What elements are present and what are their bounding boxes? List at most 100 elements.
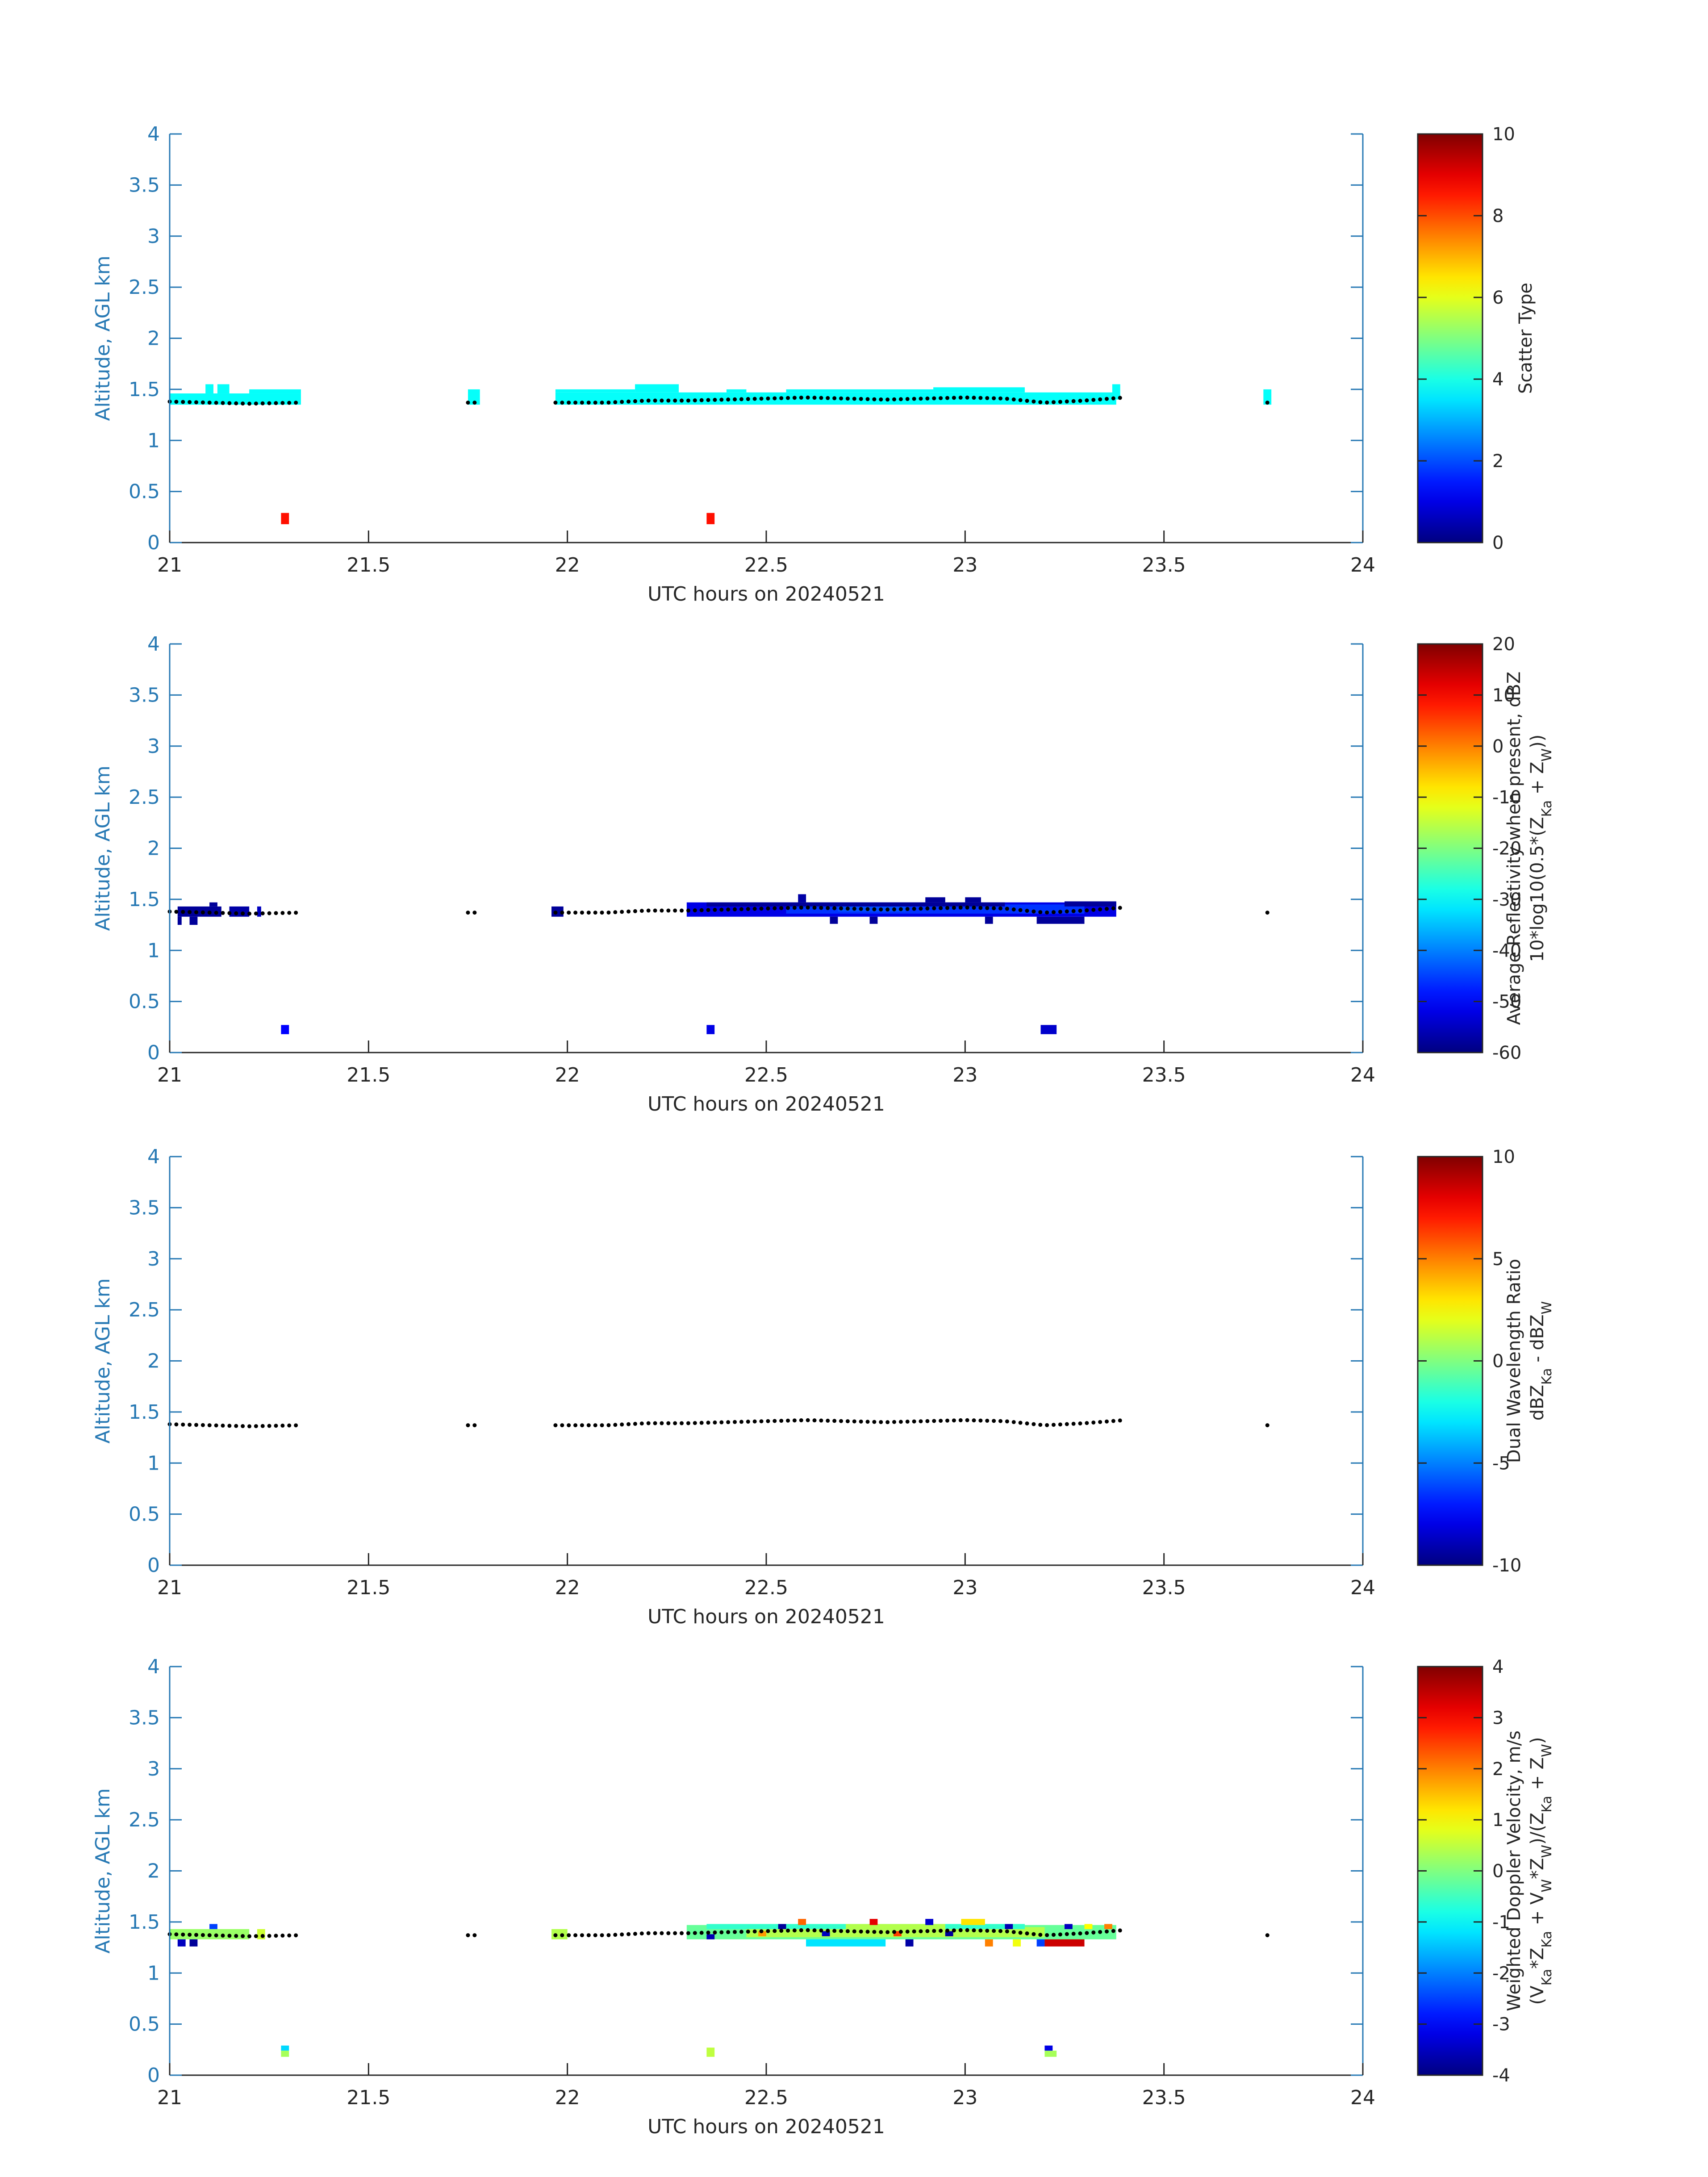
melt-layer-dot	[912, 1419, 916, 1424]
x-axis-label: UTC hours on 20240521	[647, 2115, 885, 2138]
x-tick-label: 24	[1350, 1576, 1375, 1599]
melt-layer-dot	[287, 1423, 292, 1428]
melt-layer-dot	[620, 1932, 624, 1937]
melt-layer-dot	[932, 1419, 936, 1423]
melt-layer-dot	[194, 1423, 198, 1427]
melt-layer-dot	[653, 398, 657, 403]
melt-layer-dot	[819, 1928, 823, 1933]
heatmap-cell	[1065, 901, 1116, 907]
label-part: W	[1539, 1845, 1555, 1858]
x-tick-label: 21.5	[347, 1576, 390, 1599]
melt-layer-dot	[919, 397, 923, 401]
melt-layer-dot	[799, 1418, 803, 1422]
melt-layer-dot	[952, 396, 956, 400]
melt-layer-dot	[879, 907, 883, 911]
melt-layer-dot	[898, 1930, 903, 1934]
x-axis-label: UTC hours on 20240521	[647, 1093, 885, 1116]
melt-layer-dot	[241, 1424, 245, 1429]
melt-layer-dot	[972, 1928, 976, 1933]
y-axis-label: Altitude, AGL km	[92, 1788, 114, 1953]
colorbar-tick-label: 0	[1492, 1861, 1503, 1882]
melt-layer-dot	[1078, 1931, 1082, 1936]
melt-layer-dot	[832, 396, 837, 401]
label-part: W	[1539, 1301, 1555, 1315]
melt-layer-dot	[932, 1929, 936, 1933]
melt-layer-dot	[241, 911, 245, 916]
melt-layer-dot	[726, 397, 731, 402]
colorbar-scale	[1417, 1666, 1483, 2076]
melt-layer-dot	[792, 396, 797, 400]
melt-layer-dot	[1031, 909, 1036, 914]
melt-layer-dot	[1265, 401, 1270, 405]
melt-layer-dot	[1018, 398, 1023, 402]
melt-layer-dot	[1078, 399, 1082, 403]
melt-layer-dot	[919, 1929, 923, 1934]
melt-layer-dot	[859, 1929, 863, 1934]
heatmap-cell	[905, 1939, 914, 1947]
heatmap-cell	[257, 1929, 265, 1939]
x-tick-label: 22	[555, 1576, 580, 1599]
melt-layer-dot	[945, 396, 950, 400]
melt-layer-dot	[1111, 396, 1115, 401]
melt-layer-dot	[852, 397, 856, 401]
melt-layer-dot	[686, 1931, 690, 1935]
melt-layer-dot	[666, 398, 671, 403]
melt-layer-dot	[646, 908, 651, 913]
y-tick-label: 1	[147, 1452, 160, 1475]
x-tick-label: 22	[555, 2086, 580, 2109]
label-part: Scatter Type	[1516, 283, 1536, 394]
melt-layer-dot	[188, 400, 192, 404]
melt-layer-dot	[859, 907, 863, 911]
melt-layer-markers	[167, 905, 1270, 916]
melt-layer-dot	[466, 1423, 470, 1428]
y-tick-label: 4	[147, 123, 160, 146]
y-tick-label: 1	[147, 1962, 160, 1985]
melt-layer-dot	[766, 906, 770, 911]
melt-layer-dot	[885, 1420, 890, 1425]
melt-layer-dot	[680, 398, 684, 403]
melt-layer-dot	[573, 1423, 578, 1428]
melt-layer-dot	[593, 1423, 597, 1428]
melt-layer-dot	[1104, 907, 1109, 911]
melt-layer-dot	[553, 1933, 558, 1938]
melt-layer-dot	[274, 401, 278, 405]
melt-layer-dot	[939, 906, 943, 911]
melt-layer-dot	[1011, 397, 1016, 402]
melt-layer-dot	[1058, 400, 1062, 404]
melt-layer-dot	[200, 1423, 205, 1427]
melt-layer-dot	[686, 908, 690, 913]
melt-layer-dot	[646, 1931, 651, 1935]
melt-layer-dot	[845, 1929, 850, 1934]
melt-layer-dot	[633, 1931, 637, 1936]
melt-layer-dot	[972, 1418, 976, 1423]
melt-layer-dot	[1085, 1931, 1089, 1935]
melt-layer-dot	[1085, 908, 1089, 913]
y-axis-label: Altitude, AGL km	[92, 1278, 114, 1443]
melt-layer-dot	[992, 906, 996, 911]
label-part: ))	[1527, 735, 1548, 748]
melt-layer-dot	[207, 1423, 212, 1428]
melt-layer-dot	[852, 1419, 856, 1424]
melt-layer-dot	[227, 1934, 232, 1938]
melt-layer-dot	[1111, 906, 1115, 911]
label-part: *Z	[1527, 1858, 1548, 1879]
label-part: *Z	[1527, 1947, 1548, 1968]
label-part: Ka	[1539, 800, 1555, 817]
label-part: - dBZ	[1527, 1314, 1548, 1368]
melt-layer-dot	[713, 1930, 717, 1935]
melt-layer-dot	[1038, 400, 1043, 405]
melt-layer-dot	[686, 1421, 690, 1425]
melt-layer-dot	[613, 1423, 618, 1427]
colorbar-label: dBZKa - dBZW	[1527, 1301, 1555, 1421]
melt-layer-dot	[839, 906, 844, 911]
colorbar-tick-label: -30	[1492, 890, 1521, 910]
melt-layer-dot	[898, 907, 903, 911]
melt-layer-dot	[832, 906, 837, 911]
melt-layer-dot	[188, 910, 192, 914]
melt-layer-dot	[719, 397, 724, 402]
melt-layer-dot	[1104, 1929, 1109, 1934]
melt-layer-dot	[839, 1929, 844, 1933]
x-tick-label: 21.5	[347, 554, 390, 577]
melt-layer-dot	[799, 1928, 803, 1932]
